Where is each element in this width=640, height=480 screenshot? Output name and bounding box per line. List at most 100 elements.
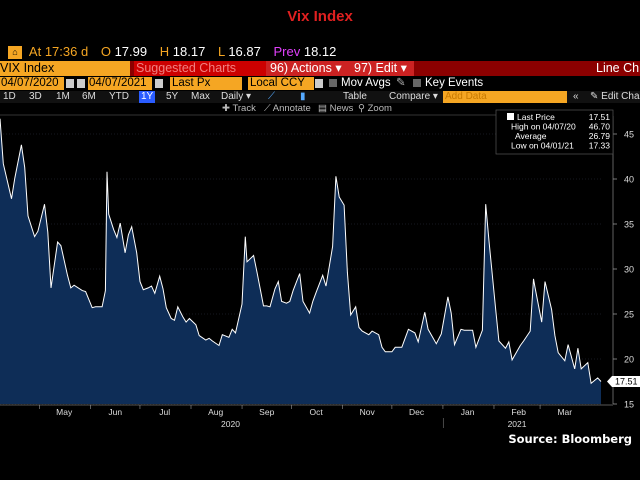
period-toolbar: 1D 3D 1M 6M YTD 1Y 5Y Max Daily ▾ ⟋ ▮ Ta… bbox=[0, 91, 640, 103]
calendar-icon[interactable] bbox=[77, 79, 85, 88]
x-tick-label: Nov bbox=[360, 407, 376, 417]
period-1y[interactable]: 1Y bbox=[139, 91, 156, 103]
y-tick-label: 30 bbox=[624, 265, 634, 275]
range-toolbar: 04/07/2020 04/07/2021 Last Px Local CCY … bbox=[0, 77, 640, 90]
news-icon: ▤ bbox=[318, 103, 327, 114]
field-select[interactable]: Last Px bbox=[170, 77, 242, 90]
year-label: 2020 bbox=[221, 419, 240, 429]
start-date-input[interactable]: 04/07/2020 bbox=[0, 77, 64, 90]
x-tick-label: Jan bbox=[461, 407, 475, 417]
legend: Last Price 17.51 High on 04/07/20 46.70 … bbox=[495, 109, 614, 155]
bar-style-icon[interactable]: ▮ bbox=[300, 91, 306, 102]
edit-chart-button[interactable]: ✎ Edit Cha bbox=[590, 91, 640, 103]
source-note: Source: Bloomberg bbox=[508, 432, 632, 446]
series-area bbox=[0, 118, 601, 404]
x-tick-label: Jul bbox=[159, 407, 170, 417]
mov-avgs-checkbox[interactable] bbox=[329, 79, 337, 87]
high-label: H bbox=[159, 44, 170, 59]
mov-avgs-label: Mov Avgs bbox=[341, 77, 391, 89]
chevron-down-icon: ▾ bbox=[432, 91, 438, 102]
end-date-input[interactable]: 04/07/2021 bbox=[88, 77, 152, 90]
compare-label: Compare bbox=[389, 91, 431, 102]
period-5y[interactable]: 5Y bbox=[166, 91, 179, 102]
legend-high-value: 46.70 bbox=[589, 122, 611, 132]
low-label: L bbox=[217, 44, 225, 59]
chart-type-label: Line Ch bbox=[596, 61, 640, 75]
annotate-icon: ⟋ bbox=[264, 103, 271, 114]
chevron-down-icon: ▾ bbox=[400, 61, 407, 75]
period-1m[interactable]: 1M bbox=[56, 91, 70, 102]
open-value: 17.99 bbox=[114, 44, 148, 59]
ticker-icon[interactable]: ⌂ bbox=[8, 46, 22, 60]
y-tick-label: 45 bbox=[624, 130, 634, 140]
prev-value: 18.12 bbox=[303, 44, 337, 59]
line-style-icon[interactable]: ⟋ bbox=[268, 91, 275, 102]
period-1d[interactable]: 1D bbox=[3, 91, 16, 102]
edit-label: 97) Edit bbox=[354, 61, 398, 75]
chevron-down-icon: ▾ bbox=[335, 61, 342, 75]
chevron-down-icon: ▾ bbox=[246, 91, 252, 102]
at-label: At bbox=[28, 44, 42, 59]
compare-select[interactable]: Compare ▾ bbox=[389, 91, 438, 103]
legend-swatch bbox=[507, 113, 514, 120]
collapse-icon[interactable]: « bbox=[573, 91, 579, 102]
y-axis: 15 20 25 30 35 40 45 bbox=[612, 116, 634, 410]
y-tick-label: 35 bbox=[624, 220, 634, 230]
legend-box bbox=[495, 109, 614, 155]
period-max[interactable]: Max bbox=[191, 91, 210, 102]
edit-menu[interactable]: 97) Edit ▾ bbox=[350, 61, 414, 76]
period-3d[interactable]: 3D bbox=[29, 91, 42, 102]
edit-chart-label: Edit Cha bbox=[601, 91, 640, 102]
x-tick-label: May bbox=[56, 407, 73, 417]
security-field[interactable]: VIX Index bbox=[0, 61, 130, 76]
chart-tools: ✚ Track ⟋ Annotate ▤ News ⚲ Zoom bbox=[0, 104, 640, 114]
x-tick-label: Oct bbox=[310, 407, 324, 417]
add-data-input[interactable]: Add Data bbox=[443, 91, 567, 103]
key-events-checkbox[interactable] bbox=[413, 79, 421, 87]
frequency-select[interactable]: Daily ▾ bbox=[221, 91, 251, 103]
dropdown-icon[interactable] bbox=[315, 79, 323, 88]
period-6m[interactable]: 6M bbox=[82, 91, 96, 102]
pencil-icon: ✎ bbox=[590, 91, 599, 102]
y-tick-label: 20 bbox=[624, 355, 634, 365]
frequency-label: Daily bbox=[221, 91, 244, 102]
last-value-tag: 17.51 bbox=[607, 376, 640, 387]
track-tool[interactable]: ✚ Track bbox=[222, 104, 256, 114]
y-tick-label: 40 bbox=[624, 175, 634, 185]
crosshair-icon: ✚ bbox=[222, 103, 230, 114]
low-value: 16.87 bbox=[228, 44, 261, 59]
quote-bar: ⌂ At 17:36 d O 17.99 H 18.17 L 16.87 Pre… bbox=[0, 44, 640, 60]
actions-menu[interactable]: 96) Actions ▾ bbox=[266, 61, 350, 76]
annotate-label: Annotate bbox=[272, 103, 311, 114]
pencil-icon[interactable]: ✎ bbox=[396, 77, 406, 89]
page-title: Vix Index bbox=[287, 8, 353, 25]
annotate-tool[interactable]: ⟋ Annotate bbox=[264, 104, 311, 114]
table-button[interactable]: Table bbox=[343, 91, 367, 102]
open-label: O bbox=[100, 44, 111, 59]
y-tick-label: 25 bbox=[624, 310, 634, 320]
calendar-icon[interactable] bbox=[66, 79, 74, 88]
track-label: Track bbox=[232, 103, 256, 114]
period-ytd[interactable]: YTD bbox=[109, 91, 129, 102]
currency-select[interactable]: Local CCY bbox=[248, 77, 314, 90]
suggested-charts-button[interactable]: Suggested Charts bbox=[134, 61, 266, 76]
x-tick-label: Dec bbox=[409, 407, 425, 417]
x-tick-label: Jun bbox=[108, 407, 122, 417]
news-tool[interactable]: ▤ News bbox=[318, 104, 353, 114]
zoom-label: Zoom bbox=[367, 103, 392, 114]
x-tick-label: Aug bbox=[208, 407, 223, 417]
series-line bbox=[0, 118, 602, 385]
x-tick-label: Mar bbox=[557, 407, 572, 417]
prev-label: Prev bbox=[273, 44, 301, 59]
quote-time: 17:36 d bbox=[44, 44, 89, 59]
calendar-icon[interactable] bbox=[155, 79, 163, 88]
legend-low-label: Low on 04/01/21 bbox=[511, 141, 574, 151]
y-tick-label: 15 bbox=[624, 400, 634, 410]
legend-high-label: High on 04/07/20 bbox=[511, 122, 576, 132]
x-tick-label: Feb bbox=[511, 407, 526, 417]
news-label: News bbox=[329, 103, 354, 114]
zoom-tool[interactable]: ⚲ Zoom bbox=[358, 104, 392, 114]
high-value: 18.17 bbox=[172, 44, 206, 59]
year-label: 2021 bbox=[508, 419, 527, 429]
